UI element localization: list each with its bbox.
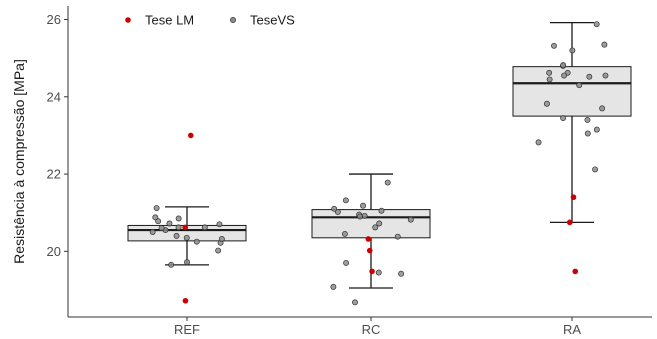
boxes-layer [127,21,632,289]
point-tesevs [551,42,557,49]
point-tesevs [372,224,379,231]
point-tesevs [352,299,358,306]
y-tick-label: 26 [47,12,61,27]
point-tese-lm [570,194,577,201]
y-tick-label: 22 [47,167,61,182]
point-tesevs [149,229,156,235]
point-tesevs [535,139,542,146]
point-tesevs [593,126,600,133]
point-tesevs [407,216,414,223]
x-tick-label: RA [563,322,581,337]
box-rc [311,209,431,239]
point-tesevs [561,72,568,79]
point-tesevs [376,220,383,227]
y-tick-label: 20 [47,244,61,259]
point-tesevs [343,259,350,266]
point-tesevs [357,213,363,220]
point-tesevs [375,269,382,276]
point-tesevs [576,82,583,89]
point-tesevs [173,232,180,239]
point-tese-lm [182,224,188,231]
point-tesevs [560,115,567,121]
point-tesevs [394,233,401,240]
point-tesevs [602,72,609,79]
point-tesevs [569,47,576,54]
point-tese-lm [187,132,194,139]
point-tesevs [360,202,366,209]
point-tesevs [543,100,550,107]
legend-tesevs-marker [230,17,236,23]
point-tesevs [546,69,553,76]
legend-tesevs-label: TeseVS [250,13,295,28]
point-tesevs [584,117,591,123]
y-axis-title: Resistência à compressão [MPa] [11,59,27,264]
point-tesevs [158,225,165,232]
point-tesevs [601,41,608,48]
point-tesevs [330,283,337,290]
point-tesevs [184,259,190,266]
points-layer [149,21,609,306]
point-tesevs [378,207,385,214]
x-tick-label: REF [174,322,200,337]
legend: Tese LM TeseVS [125,13,295,28]
point-tesevs [592,166,599,173]
point-tesevs [341,230,348,237]
point-tesevs [546,76,553,83]
point-tesevs [218,236,225,242]
y-tick-label: 24 [47,89,61,104]
point-tesevs [193,238,200,245]
legend-tese-lm-marker [125,17,131,23]
point-tesevs [599,105,606,112]
point-tesevs [398,270,405,277]
point-tesevs [584,130,591,137]
point-tesevs [153,205,160,212]
point-tesevs [384,179,391,186]
point-tesevs [215,247,222,254]
point-tese-lm [369,268,375,275]
point-tesevs [201,224,208,231]
point-tesevs [334,208,341,215]
point-tesevs [331,205,338,212]
point-tese-lm [566,219,573,226]
point-tesevs [183,234,190,241]
point-tese-lm [572,268,579,275]
point-tese-lm [366,247,373,254]
point-tese-lm [182,297,189,304]
y-axis-ticks: 20 22 24 26 [47,12,68,259]
box-ra [512,66,632,117]
point-tesevs [168,261,175,268]
point-tesevs [175,224,182,231]
point-tesevs [152,214,159,221]
point-tesevs [361,212,368,219]
point-tesevs [216,221,223,228]
point-tesevs [175,215,182,222]
point-tesevs [342,197,349,204]
legend-tese-lm-label: Tese LM [145,13,194,28]
point-tesevs [593,21,600,28]
point-tesevs [155,218,162,225]
plot-panel: 20 22 24 26 REF RC RA [47,6,652,337]
point-tesevs [560,62,567,69]
point-tesevs [166,220,173,227]
x-tick-label: RC [362,322,381,337]
point-tesevs [586,73,593,80]
point-tese-lm [365,236,372,242]
x-axis-ticks: REF RC RA [174,317,581,337]
